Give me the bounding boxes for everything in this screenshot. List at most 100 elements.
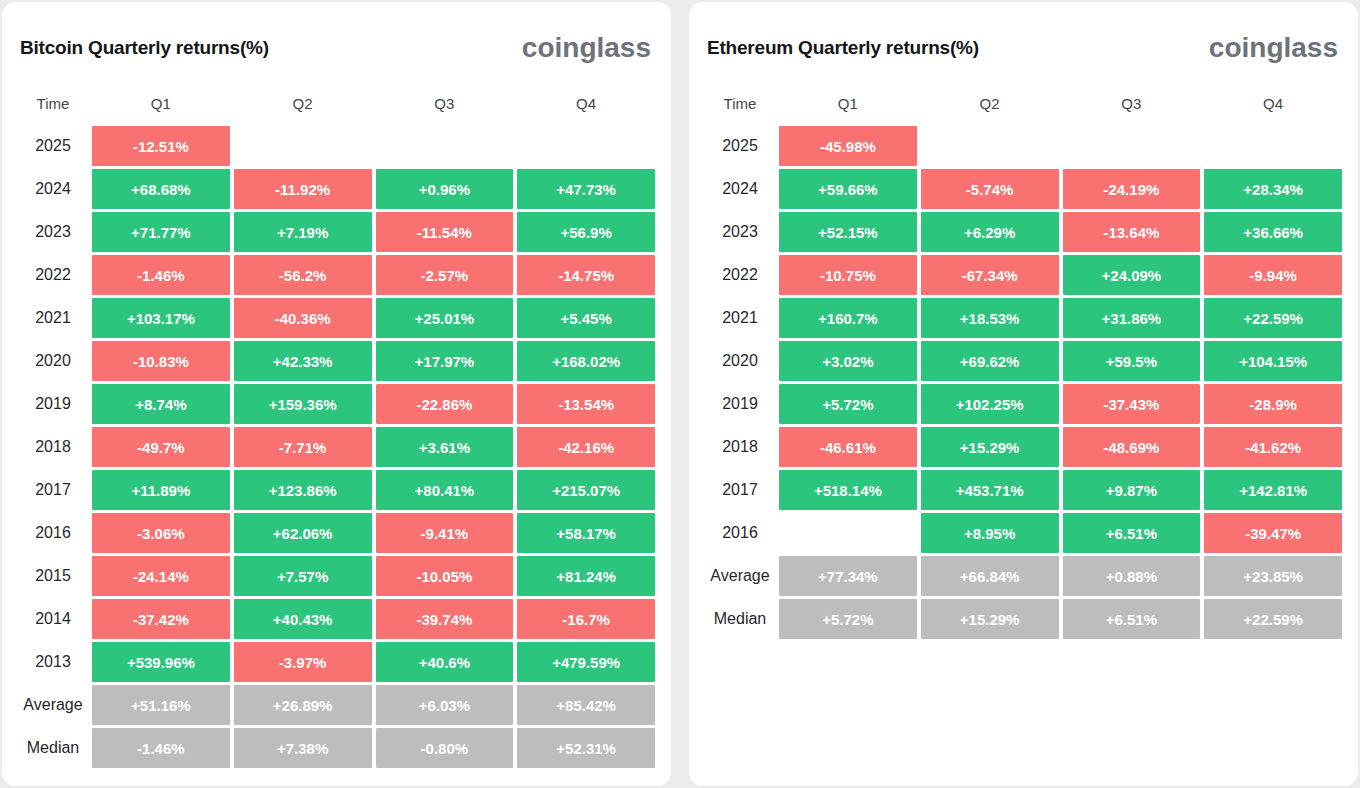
return-cell: +5.45%: [517, 298, 655, 338]
table-row: 2018-46.61%+15.29%-48.69%-41.62%: [705, 427, 1342, 467]
return-cell: +42.33%: [234, 341, 372, 381]
quarter-column-header: Q4: [1204, 90, 1342, 116]
row-label: 2021: [705, 298, 775, 338]
row-label: 2023: [705, 212, 775, 252]
return-cell: +52.31%: [517, 728, 655, 768]
return-cell: -10.05%: [376, 556, 514, 596]
return-cell: +11.89%: [92, 470, 230, 510]
page-title: Bitcoin Quarterly returns(%): [20, 37, 269, 59]
quarter-column-header: Q2: [234, 90, 372, 116]
page: Bitcoin Quarterly returns(%) coinglass T…: [0, 0, 1360, 788]
return-cell: +40.43%: [234, 599, 372, 639]
return-cell: -5.74%: [921, 169, 1059, 209]
row-label: 2025: [18, 126, 88, 166]
return-cell: +59.66%: [779, 169, 917, 209]
return-cell: +52.15%: [779, 212, 917, 252]
row-label: Average: [705, 556, 775, 596]
return-cell: +22.59%: [1204, 599, 1342, 639]
row-label: 2019: [18, 384, 88, 424]
return-cell: -22.86%: [376, 384, 514, 424]
table-row: 2023+52.15%+6.29%-13.64%+36.66%: [705, 212, 1342, 252]
column-header-row: TimeQ1Q2Q3Q4: [705, 90, 1342, 116]
return-cell: -24.19%: [1063, 169, 1201, 209]
return-cell: -0.80%: [376, 728, 514, 768]
return-cell: +59.5%: [1063, 341, 1201, 381]
row-label: 2021: [18, 298, 88, 338]
return-cell: -49.7%: [92, 427, 230, 467]
table-row: 2016-3.06%+62.06%-9.41%+58.17%: [18, 513, 655, 553]
card-header: Ethereum Quarterly returns(%) coinglass: [705, 28, 1342, 68]
table-row: Median+5.72%+15.29%+6.51%+22.59%: [705, 599, 1342, 639]
return-cell: +0.96%: [376, 169, 514, 209]
return-cell: [779, 513, 917, 553]
table-row: 2022-1.46%-56.2%-2.57%-14.75%: [18, 255, 655, 295]
return-cell: -45.98%: [779, 126, 917, 166]
table-row: 2015-24.14%+7.57%-10.05%+81.24%: [18, 556, 655, 596]
table-row: 2017+11.89%+123.86%+80.41%+215.07%: [18, 470, 655, 510]
return-cell: +71.77%: [92, 212, 230, 252]
return-cell: -13.54%: [517, 384, 655, 424]
return-cell: +17.97%: [376, 341, 514, 381]
table-row: 2013+539.96%-3.97%+40.6%+479.59%: [18, 642, 655, 682]
time-column-header: Time: [18, 90, 88, 116]
return-cell: -10.75%: [779, 255, 917, 295]
time-column-header: Time: [705, 90, 775, 116]
return-cell: -12.51%: [92, 126, 230, 166]
bitcoin-returns-table: TimeQ1Q2Q3Q42025-12.51%2024+68.68%-11.92…: [18, 90, 655, 768]
row-label: 2018: [705, 427, 775, 467]
quarter-column-header: Q3: [376, 90, 514, 116]
table-row: 2024+59.66%-5.74%-24.19%+28.34%: [705, 169, 1342, 209]
return-cell: -67.34%: [921, 255, 1059, 295]
return-cell: +81.24%: [517, 556, 655, 596]
return-cell: +15.29%: [921, 427, 1059, 467]
return-cell: +159.36%: [234, 384, 372, 424]
table-row: 2014-37.42%+40.43%-39.74%-16.7%: [18, 599, 655, 639]
table-row: 2025-45.98%: [705, 126, 1342, 166]
table-row: 2017+518.14%+453.71%+9.87%+142.81%: [705, 470, 1342, 510]
return-cell: +104.15%: [1204, 341, 1342, 381]
return-cell: +142.81%: [1204, 470, 1342, 510]
return-cell: +26.89%: [234, 685, 372, 725]
return-cell: +123.86%: [234, 470, 372, 510]
quarter-column-header: Q1: [92, 90, 230, 116]
row-label: 2014: [18, 599, 88, 639]
table-row: 2022-10.75%-67.34%+24.09%-9.94%: [705, 255, 1342, 295]
return-cell: -16.7%: [517, 599, 655, 639]
return-cell: -46.61%: [779, 427, 917, 467]
row-label: 2020: [705, 341, 775, 381]
return-cell: +453.71%: [921, 470, 1059, 510]
table-row: 2021+160.7%+18.53%+31.86%+22.59%: [705, 298, 1342, 338]
return-cell: -24.14%: [92, 556, 230, 596]
return-cell: [517, 126, 655, 166]
row-label: 2017: [18, 470, 88, 510]
return-cell: +58.17%: [517, 513, 655, 553]
table-row: 2025-12.51%: [18, 126, 655, 166]
return-cell: -14.75%: [517, 255, 655, 295]
return-cell: -2.57%: [376, 255, 514, 295]
return-cell: +7.19%: [234, 212, 372, 252]
return-cell: +47.73%: [517, 169, 655, 209]
return-cell: -56.2%: [234, 255, 372, 295]
quarter-column-header: Q3: [1063, 90, 1201, 116]
ethereum-returns-card: Ethereum Quarterly returns(%) coinglass …: [689, 2, 1358, 786]
row-label: 2024: [705, 169, 775, 209]
return-cell: +5.72%: [779, 384, 917, 424]
coinglass-logo: coinglass: [522, 32, 651, 64]
return-cell: -3.97%: [234, 642, 372, 682]
return-cell: +66.84%: [921, 556, 1059, 596]
return-cell: +102.25%: [921, 384, 1059, 424]
row-label: 2015: [18, 556, 88, 596]
return-cell: +5.72%: [779, 599, 917, 639]
return-cell: -42.16%: [517, 427, 655, 467]
table-row: Median-1.46%+7.38%-0.80%+52.31%: [18, 728, 655, 768]
return-cell: +51.16%: [92, 685, 230, 725]
return-cell: +80.41%: [376, 470, 514, 510]
return-cell: +215.07%: [517, 470, 655, 510]
table-row: 2023+71.77%+7.19%-11.54%+56.9%: [18, 212, 655, 252]
row-label: Average: [18, 685, 88, 725]
return-cell: -1.46%: [92, 728, 230, 768]
return-cell: +15.29%: [921, 599, 1059, 639]
return-cell: +24.09%: [1063, 255, 1201, 295]
return-cell: -11.92%: [234, 169, 372, 209]
row-label: 2016: [18, 513, 88, 553]
